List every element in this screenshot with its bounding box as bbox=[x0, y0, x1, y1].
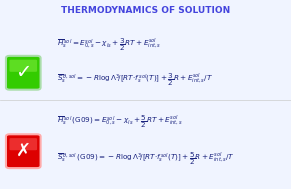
Text: $\overline{S}_{s}^{\,\theta,sol} = -R\log\Lambda^3\!/[RT{\cdot}f_s^{\,sol}(T)] +: $\overline{S}_{s}^{\,\theta,sol} = -R\lo… bbox=[57, 72, 213, 88]
Text: ✗: ✗ bbox=[16, 142, 31, 160]
Text: $\overline{H}_{s}^{\,sol} = E_{0,s}^{sol} - \chi_{ls} + \dfrac{3}{2}RT + E_{int,: $\overline{H}_{s}^{\,sol} = E_{0,s}^{sol… bbox=[57, 37, 161, 53]
FancyBboxPatch shape bbox=[6, 56, 40, 90]
Text: ✓: ✓ bbox=[15, 63, 31, 82]
FancyBboxPatch shape bbox=[9, 60, 37, 72]
FancyBboxPatch shape bbox=[6, 134, 40, 168]
FancyBboxPatch shape bbox=[9, 138, 37, 150]
Text: $\overline{H}_{s}^{\,sol}\,(\mathrm{G09}) = E_{0,s}^{sol} - \chi_{ls} + \dfrac{5: $\overline{H}_{s}^{\,sol}\,(\mathrm{G09}… bbox=[57, 114, 183, 130]
Text: $\overline{S}_{s}^{\,\theta,sol}\,(\mathrm{G09}) = -R\log\Lambda^3\!/[RT{\cdot}f: $\overline{S}_{s}^{\,\theta,sol}\,(\math… bbox=[57, 151, 235, 167]
Text: THERMODYNAMICS OF SOLUTION: THERMODYNAMICS OF SOLUTION bbox=[61, 6, 230, 15]
